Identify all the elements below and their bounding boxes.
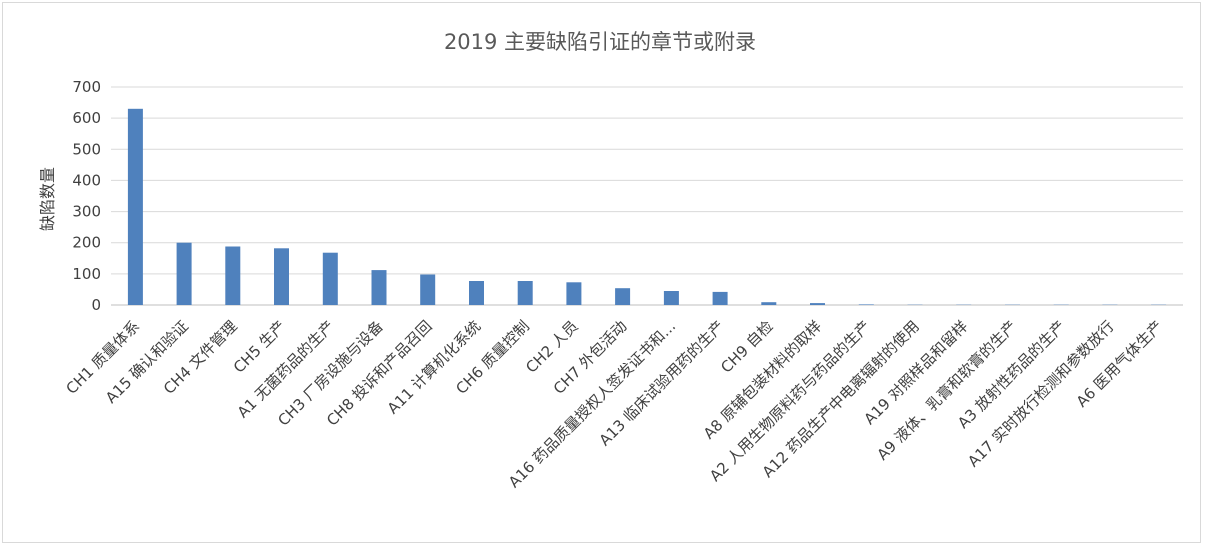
bar [420,274,436,305]
bar [469,281,484,305]
bar [615,288,631,305]
bar [371,270,387,305]
bars [127,108,1167,305]
y-tick-label: 300 [72,203,101,221]
y-tick-label: 700 [72,78,101,96]
y-tick-label: 200 [72,234,101,252]
y-axis-ticks: 0 100 200 300 400 500 600 700 [72,78,101,314]
bar [663,291,679,305]
y-tick-label: 500 [72,140,101,158]
y-tick-label: 100 [72,265,101,283]
y-tick-label: 600 [72,109,101,127]
bar [225,246,241,305]
y-axis-label: 缺陷数量 [38,167,57,231]
bar [127,108,143,305]
bar [761,302,777,305]
bar-chart: 2019 主要缺陷引证的章节或附录 缺陷数量 0 100 200 300 400 500 6… [38,30,1183,491]
chart-title: 2019 主要缺陷引证的章节或附录 [444,30,756,54]
bar [322,252,338,305]
x-tick-label: A15 确认和验证 [102,317,192,407]
bar [810,303,825,305]
bar [712,291,728,305]
y-tick-label: 400 [72,171,101,189]
gridlines [111,86,1183,306]
y-tick-label: 0 [91,296,101,314]
bar [176,242,192,305]
bar [274,248,289,305]
bar [858,304,874,305]
x-tick-label: A6 医用气体生产 [1073,317,1167,411]
bar [566,282,582,305]
bar [517,281,533,305]
